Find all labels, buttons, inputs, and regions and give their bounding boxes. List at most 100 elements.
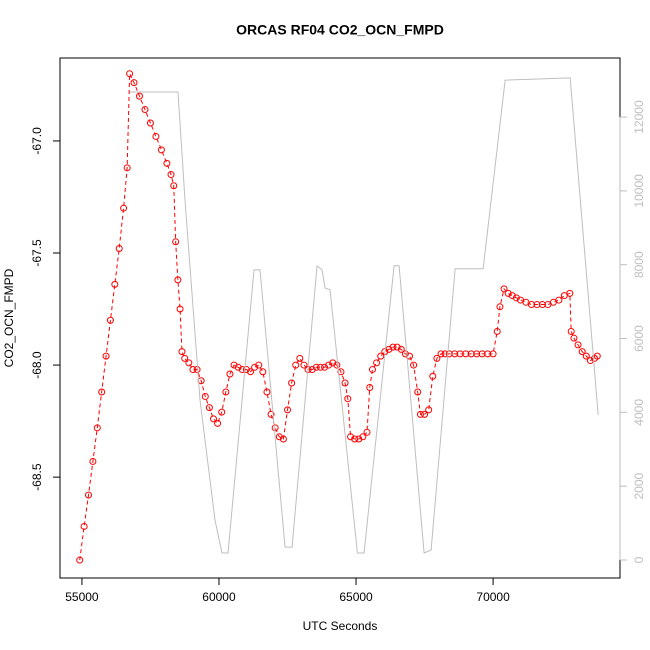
data-point [226, 370, 234, 378]
data-point [218, 408, 226, 416]
y2-tick-label: 6000 [632, 325, 646, 352]
data-point [493, 327, 501, 335]
data-point [163, 159, 171, 167]
x-axis-label: UTC Seconds [303, 619, 378, 633]
data-point [292, 361, 300, 369]
data-point [209, 415, 217, 423]
y-axis-label: CO2_OCN_FMPD [2, 268, 16, 367]
data-point [508, 292, 516, 300]
data-point [106, 316, 114, 324]
data-point [527, 301, 535, 309]
data-point [393, 343, 401, 351]
data-point [321, 363, 329, 371]
data-point [467, 350, 475, 358]
data-point [279, 435, 287, 443]
data-point [185, 359, 193, 367]
data-point [389, 343, 397, 351]
x-tick-label: 70000 [476, 590, 510, 604]
data-point [341, 379, 349, 387]
data-point [146, 119, 154, 127]
data-point [325, 361, 333, 369]
data-point [300, 361, 308, 369]
data-point [385, 345, 393, 353]
data-point [89, 457, 97, 465]
data-point [473, 350, 481, 358]
data-point [363, 428, 371, 436]
data-point [284, 406, 292, 414]
series-line [79, 73, 598, 561]
data-point [410, 361, 418, 369]
data-point [205, 404, 213, 412]
data-point [120, 204, 128, 212]
data-point [296, 354, 304, 362]
data-point [174, 276, 182, 284]
data-point [214, 419, 222, 427]
chart-title: ORCAS RF04 CO2_OCN_FMPD [236, 22, 444, 38]
data-point [189, 366, 197, 374]
data-point [567, 327, 575, 335]
data-point [355, 435, 363, 443]
data-point [85, 491, 93, 499]
data-point [366, 383, 374, 391]
data-point [533, 301, 541, 309]
data-point [263, 388, 271, 396]
data-point [416, 410, 424, 418]
data-point [234, 363, 242, 371]
data-point [93, 424, 101, 432]
data-point [359, 433, 367, 441]
y-tick-label: -67.5 [30, 239, 44, 267]
data-point [484, 350, 492, 358]
data-point [582, 352, 590, 360]
series-line [129, 77, 599, 554]
data-point [176, 305, 184, 313]
data-point [76, 556, 84, 564]
data-point [172, 238, 180, 246]
data-point [451, 350, 459, 358]
data-point [337, 368, 345, 376]
data-point [178, 348, 186, 356]
data-point [242, 366, 250, 374]
data-point [102, 352, 110, 360]
data-point [271, 424, 279, 432]
data-point [247, 368, 255, 376]
plot-frame [59, 57, 621, 579]
x-tick-label: 60000 [202, 590, 236, 604]
data-point [170, 182, 178, 190]
data-point [433, 354, 441, 362]
data-point [316, 363, 324, 371]
data-point [141, 106, 149, 114]
data-point [538, 301, 546, 309]
data-point [275, 433, 283, 441]
data-point [500, 285, 508, 293]
data-point [351, 435, 359, 443]
data-point [462, 350, 470, 358]
data-point [259, 368, 267, 376]
y2-tick-label: 4000 [632, 399, 646, 426]
y2-tick-label: 8000 [632, 251, 646, 278]
data-point [201, 392, 209, 400]
data-point [593, 352, 601, 360]
data-point [130, 79, 138, 87]
data-point [512, 294, 520, 302]
data-point [222, 388, 230, 396]
data-point [429, 372, 437, 380]
data-point [115, 245, 123, 253]
y2-tick-label: 0 [632, 556, 646, 563]
data-point [98, 388, 106, 396]
data-point [578, 348, 586, 356]
data-point [377, 352, 385, 360]
data-point [308, 366, 316, 374]
data-point [445, 350, 453, 358]
data-point [555, 296, 563, 304]
data-point [157, 146, 165, 154]
data-point [566, 289, 574, 297]
x-tick-label: 55000 [65, 590, 99, 604]
data-point [489, 350, 497, 358]
data-point [80, 522, 88, 530]
data-point [181, 354, 189, 362]
data-point [414, 388, 422, 396]
data-point [333, 361, 341, 369]
data-point [456, 350, 464, 358]
y2-tick-label: 10000 [632, 174, 646, 208]
